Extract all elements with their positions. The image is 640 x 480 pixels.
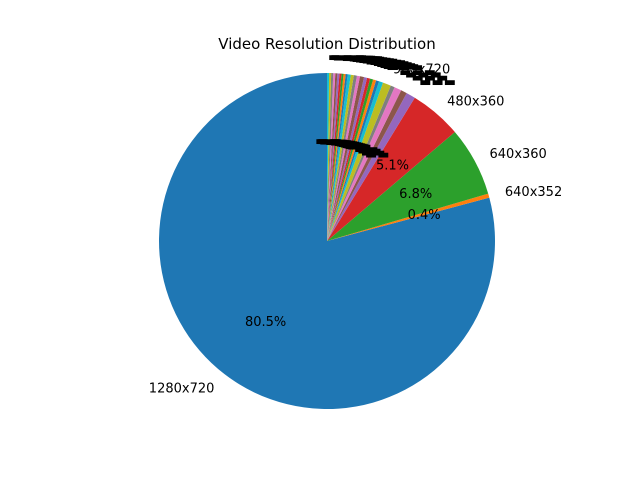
overlapping-percentage: ▬▬ xyxy=(315,134,340,149)
pie-slice xyxy=(327,73,344,241)
overlapping-percentage: ▬▬ xyxy=(342,138,367,153)
pie-slice xyxy=(327,73,338,242)
slice-percentage: 0.4% xyxy=(408,208,441,223)
overlapping-percentage: ▬▬ xyxy=(320,134,345,149)
overlapping-label: ▬▬▬ xyxy=(328,50,365,65)
overlapping-label: ▬▬▬ xyxy=(366,54,403,69)
pie-slice xyxy=(327,76,365,242)
overlapping-percentage: ▬▬ xyxy=(332,136,357,151)
overlapping-outer-labels: ▬▬▬▬▬▬▬▬▬▬▬▬▬▬▬▬▬▬▬▬▬▬▬▬▬▬▬▬▬▬▬▬▬▬▬▬▬▬▬▬… xyxy=(328,50,456,90)
pie-slice xyxy=(327,78,374,242)
overlapping-percentage: ▬▬ xyxy=(319,134,344,149)
chart-title: Video Resolution Distribution xyxy=(218,35,435,53)
pie-slices xyxy=(159,72,496,410)
overlapping-percentage: ▬▬ xyxy=(365,148,390,163)
overlapping-label: ▬▬▬ xyxy=(340,51,377,66)
pie-slice xyxy=(327,80,380,241)
overlapping-label: ▬▬▬ xyxy=(419,75,456,90)
slice-label: 1280x720 xyxy=(149,382,215,397)
overlapping-label: ▬▬▬ xyxy=(405,68,442,83)
pie-slice xyxy=(327,74,348,241)
overlapping-label: ▬▬▬ xyxy=(383,59,420,74)
overlapping-label: ▬▬▬ xyxy=(379,58,416,73)
pie-slice xyxy=(327,79,377,241)
pie-slice xyxy=(327,193,490,241)
overlapping-percentage: ▬▬ xyxy=(328,135,353,150)
overlapping-label: ▬▬▬ xyxy=(355,52,392,67)
overlapping-percentage: ▬▬ xyxy=(345,139,370,154)
pie-slice xyxy=(327,75,357,241)
pie-slice xyxy=(327,73,334,241)
pie-slice xyxy=(327,73,332,241)
pie-slice xyxy=(327,73,346,241)
slice-percentage: 6.8% xyxy=(399,187,432,202)
pie-slice xyxy=(327,73,340,241)
slice-label: 640x360 xyxy=(490,147,547,162)
overlapping-percentage: ▬▬ xyxy=(361,145,386,160)
overlapping-label: ▬▬▬ xyxy=(335,50,372,65)
overlapping-percentage: ▬▬ xyxy=(330,135,355,150)
pie-slice xyxy=(327,81,383,242)
slice-label: 960x720 xyxy=(393,62,450,77)
overlapping-percentage: ▬▬ xyxy=(347,140,372,155)
overlapping-label: ▬▬▬ xyxy=(342,51,379,66)
slice-percentage: 5.1% xyxy=(376,158,409,173)
pie-labels: 1280x720 640x352 640x360 480x360 960x720 xyxy=(149,62,562,396)
overlapping-label: ▬▬▬ xyxy=(358,53,395,68)
overlapping-percentage: ▬▬ xyxy=(325,135,350,150)
overlapping-label: ▬▬▬ xyxy=(386,60,423,75)
overlapping-label: ▬▬▬ xyxy=(349,52,386,67)
overlapping-label: ▬▬▬ xyxy=(337,51,374,66)
pie-slice xyxy=(327,74,351,241)
overlapping-label: ▬▬▬ xyxy=(362,54,399,69)
pie-slice xyxy=(327,77,371,241)
overlapping-percentage: ▬▬ xyxy=(327,135,352,150)
pie-slice xyxy=(327,77,368,241)
overlapping-label: ▬▬▬ xyxy=(376,57,413,72)
overlapping-percentage: ▬▬ xyxy=(318,134,343,149)
overlapping-percentage: ▬▬ xyxy=(354,142,379,157)
pie-slice xyxy=(159,73,496,410)
overlapping-percentage: ▬▬ xyxy=(343,138,368,153)
overlapping-percentage: ▬▬ xyxy=(340,137,365,152)
pie-slice xyxy=(327,73,336,242)
overlapping-percentage: ▬▬ xyxy=(338,137,363,152)
overlapping-label: ▬▬▬ xyxy=(333,50,370,65)
overlapping-percentage: ▬▬ xyxy=(317,134,342,149)
overlapping-label: ▬▬▬ xyxy=(344,51,381,66)
slice-percentage: 80.5% xyxy=(245,315,286,330)
overlapping-label: ▬▬▬ xyxy=(346,51,383,66)
pie-percentages: 80.5% 0.4% 6.8% 5.1% xyxy=(245,158,441,330)
overlapping-percentage: ▬▬ xyxy=(334,136,359,151)
pie-slice xyxy=(327,97,455,241)
pie-slice xyxy=(327,75,360,241)
pie-slice xyxy=(327,87,402,241)
pie-slice xyxy=(327,72,330,241)
overlapping-label: ▬▬▬ xyxy=(352,52,389,67)
overlapping-percentage: ▬▬ xyxy=(357,144,382,159)
slice-label: 640x352 xyxy=(505,185,562,200)
overlapping-percentage: ▬▬ xyxy=(336,136,361,151)
pie-slice xyxy=(327,74,354,241)
overlapping-label: ▬▬▬ xyxy=(330,50,367,65)
pie-slice xyxy=(327,132,489,241)
pie-slice xyxy=(327,85,395,241)
overlapping-label: ▬▬▬ xyxy=(412,71,449,86)
overlapping-percentage: ▬▬ xyxy=(322,134,347,149)
pie-slice xyxy=(327,93,415,241)
overlapping-percentage: ▬▬ xyxy=(323,135,348,150)
slice-label: 480x360 xyxy=(447,95,504,110)
overlapping-inner-labels: ▬▬▬▬▬▬▬▬▬▬▬▬▬▬▬▬▬▬▬▬▬▬▬▬▬▬▬▬▬▬▬▬▬▬▬▬▬▬▬▬… xyxy=(315,134,389,162)
pie-slice xyxy=(327,73,342,242)
pie-slice xyxy=(327,90,407,241)
overlapping-label: ▬▬▬ xyxy=(399,65,436,80)
pie-slice xyxy=(327,82,391,241)
overlapping-percentage: ▬▬ xyxy=(324,135,349,150)
overlapping-label: ▬▬▬ xyxy=(373,56,410,71)
overlapping-label: ▬▬▬ xyxy=(369,55,406,70)
